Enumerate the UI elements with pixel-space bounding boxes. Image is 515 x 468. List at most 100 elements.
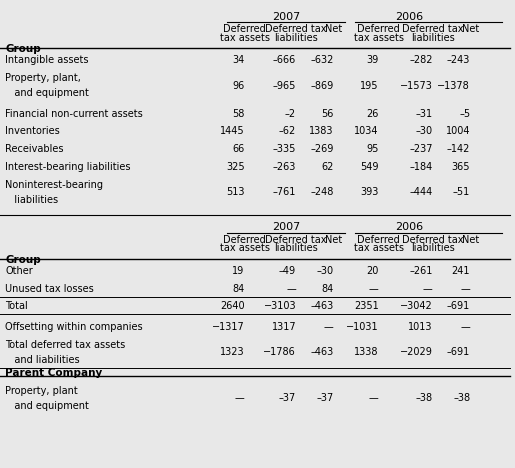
Text: –463: –463 (311, 347, 334, 358)
Text: –30: –30 (317, 266, 334, 276)
Text: Deferred: Deferred (357, 24, 400, 34)
Text: 1317: 1317 (271, 322, 296, 332)
Text: liabilities: liabilities (274, 243, 318, 253)
Text: –38: –38 (416, 393, 433, 403)
Text: Unused tax losses: Unused tax losses (5, 284, 94, 293)
Text: 1004: 1004 (445, 126, 470, 136)
Text: 1383: 1383 (309, 126, 334, 136)
Text: –965: –965 (273, 80, 296, 91)
Text: Deferred tax: Deferred tax (402, 24, 464, 34)
Text: –30: –30 (416, 126, 433, 136)
Text: Net: Net (325, 235, 342, 245)
Text: 1445: 1445 (220, 126, 245, 136)
Text: 34: 34 (232, 55, 245, 65)
Text: –5: –5 (459, 109, 470, 118)
Text: 2351: 2351 (354, 301, 379, 311)
Text: –184: –184 (409, 162, 433, 172)
Text: 58: 58 (232, 109, 245, 118)
Text: –263: –263 (273, 162, 296, 172)
Text: –37: –37 (317, 393, 334, 403)
Text: –243: –243 (447, 55, 470, 65)
Text: –761: –761 (273, 187, 296, 197)
Text: 2007: 2007 (272, 12, 300, 22)
Text: Receivables: Receivables (5, 144, 64, 154)
Text: −1031: −1031 (346, 322, 379, 332)
Text: 2006: 2006 (396, 12, 423, 22)
Text: —: — (286, 284, 296, 293)
Text: 2006: 2006 (396, 222, 423, 232)
Text: −1786: −1786 (263, 347, 296, 358)
Text: –51: –51 (453, 187, 470, 197)
Text: –37: –37 (279, 393, 296, 403)
Text: 39: 39 (366, 55, 379, 65)
Text: Group: Group (5, 255, 41, 265)
Text: liabilities: liabilities (411, 243, 454, 253)
Text: –31: –31 (416, 109, 433, 118)
Text: Financial non-current assets: Financial non-current assets (5, 109, 143, 118)
Text: tax assets: tax assets (219, 33, 270, 43)
Text: 56: 56 (321, 109, 334, 118)
Text: 393: 393 (360, 187, 379, 197)
Text: Deferred tax: Deferred tax (265, 235, 327, 245)
Text: —: — (324, 322, 334, 332)
Text: 26: 26 (366, 109, 379, 118)
Text: liabilities: liabilities (274, 33, 318, 43)
Text: 549: 549 (360, 162, 379, 172)
Text: Deferred tax: Deferred tax (265, 24, 327, 34)
Text: 1013: 1013 (408, 322, 433, 332)
Text: Net: Net (325, 24, 342, 34)
Text: –666: –666 (273, 55, 296, 65)
Text: Property, plant,: Property, plant, (5, 73, 81, 83)
Text: −3042: −3042 (400, 301, 433, 311)
Text: and liabilities: and liabilities (5, 355, 80, 365)
Text: −1573: −1573 (400, 80, 433, 91)
Text: and equipment: and equipment (5, 88, 89, 98)
Text: liabilities: liabilities (5, 195, 58, 205)
Text: Net: Net (461, 235, 479, 245)
Text: Total deferred tax assets: Total deferred tax assets (5, 340, 125, 350)
Text: —: — (235, 393, 245, 403)
Text: 62: 62 (321, 162, 334, 172)
Text: 20: 20 (366, 266, 379, 276)
Text: tax assets: tax assets (353, 243, 404, 253)
Text: 195: 195 (360, 80, 379, 91)
Text: –237: –237 (409, 144, 433, 154)
Text: 1034: 1034 (354, 126, 379, 136)
Text: —: — (460, 322, 470, 332)
Text: —: — (369, 284, 379, 293)
Text: –869: –869 (311, 80, 334, 91)
Text: Deferred: Deferred (357, 235, 400, 245)
Text: Interest-bearing liabilities: Interest-bearing liabilities (5, 162, 131, 172)
Text: Deferred tax: Deferred tax (402, 235, 464, 245)
Text: and equipment: and equipment (5, 401, 89, 411)
Text: Noninterest-bearing: Noninterest-bearing (5, 180, 103, 190)
Text: 2640: 2640 (220, 301, 245, 311)
Text: Other: Other (5, 266, 33, 276)
Text: −1378: −1378 (437, 80, 470, 91)
Text: 95: 95 (366, 144, 379, 154)
Text: –269: –269 (311, 144, 334, 154)
Text: Group: Group (5, 44, 41, 54)
Text: 365: 365 (452, 162, 470, 172)
Text: 325: 325 (226, 162, 245, 172)
Text: Deferred: Deferred (223, 235, 266, 245)
Text: –632: –632 (311, 55, 334, 65)
Text: Offsetting within companies: Offsetting within companies (5, 322, 143, 332)
Text: —: — (423, 284, 433, 293)
Text: –62: –62 (279, 126, 296, 136)
Text: –444: –444 (409, 187, 433, 197)
Text: 2007: 2007 (272, 222, 300, 232)
Text: –335: –335 (273, 144, 296, 154)
Text: Deferred: Deferred (223, 24, 266, 34)
Text: 19: 19 (232, 266, 245, 276)
Text: Total: Total (5, 301, 28, 311)
Text: –49: –49 (279, 266, 296, 276)
Text: 96: 96 (232, 80, 245, 91)
Text: Net: Net (461, 24, 479, 34)
Text: 1323: 1323 (220, 347, 245, 358)
Text: –142: –142 (447, 144, 470, 154)
Text: –261: –261 (409, 266, 433, 276)
Text: 84: 84 (232, 284, 245, 293)
Text: –38: –38 (453, 393, 470, 403)
Text: Parent Company: Parent Company (5, 368, 102, 378)
